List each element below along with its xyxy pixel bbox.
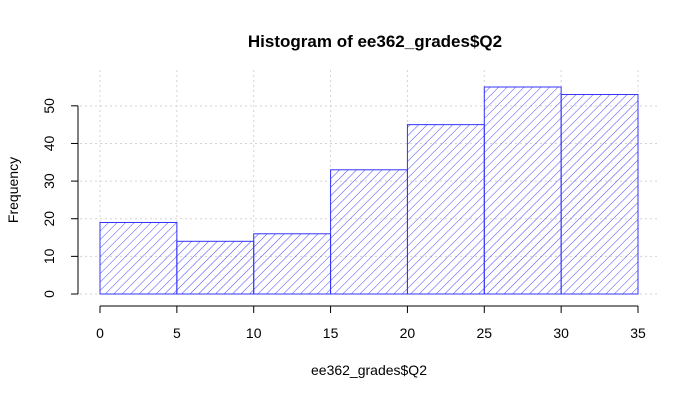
y-tick-label: 0: [41, 290, 57, 298]
y-tick-label: 50: [41, 98, 57, 114]
y-tick-label: 40: [41, 135, 57, 151]
histogram-bar: [330, 169, 408, 295]
histogram-bar: [483, 86, 562, 295]
histogram-bar: [406, 124, 485, 295]
x-tick-label: 30: [553, 325, 569, 341]
x-axis-label: ee362_grades$Q2: [311, 362, 427, 378]
x-tick-label: 5: [173, 325, 181, 341]
bars: [99, 86, 639, 295]
histogram-bar: [176, 240, 255, 295]
histogram-bar: [253, 233, 332, 295]
histogram-bar: [560, 94, 639, 295]
x-tick-label: 0: [96, 325, 104, 341]
x-tick-label: 15: [323, 325, 339, 341]
y-tick-label: 10: [41, 248, 57, 264]
x-tick-label: 10: [246, 325, 262, 341]
y-axis-label: Frequency: [5, 157, 21, 223]
histogram-bar: [99, 221, 178, 295]
axes: 0 5 10 15 20 25 30 35 0 10 20 30 40 50: [41, 98, 646, 341]
x-tick-label: 20: [400, 325, 416, 341]
x-tick-label: 25: [476, 325, 492, 341]
y-tick-label: 20: [41, 211, 57, 227]
chart-title: Histogram of ee362_grades$Q2: [248, 32, 502, 51]
y-tick-label: 30: [41, 173, 57, 189]
x-tick-label: 35: [630, 325, 646, 341]
